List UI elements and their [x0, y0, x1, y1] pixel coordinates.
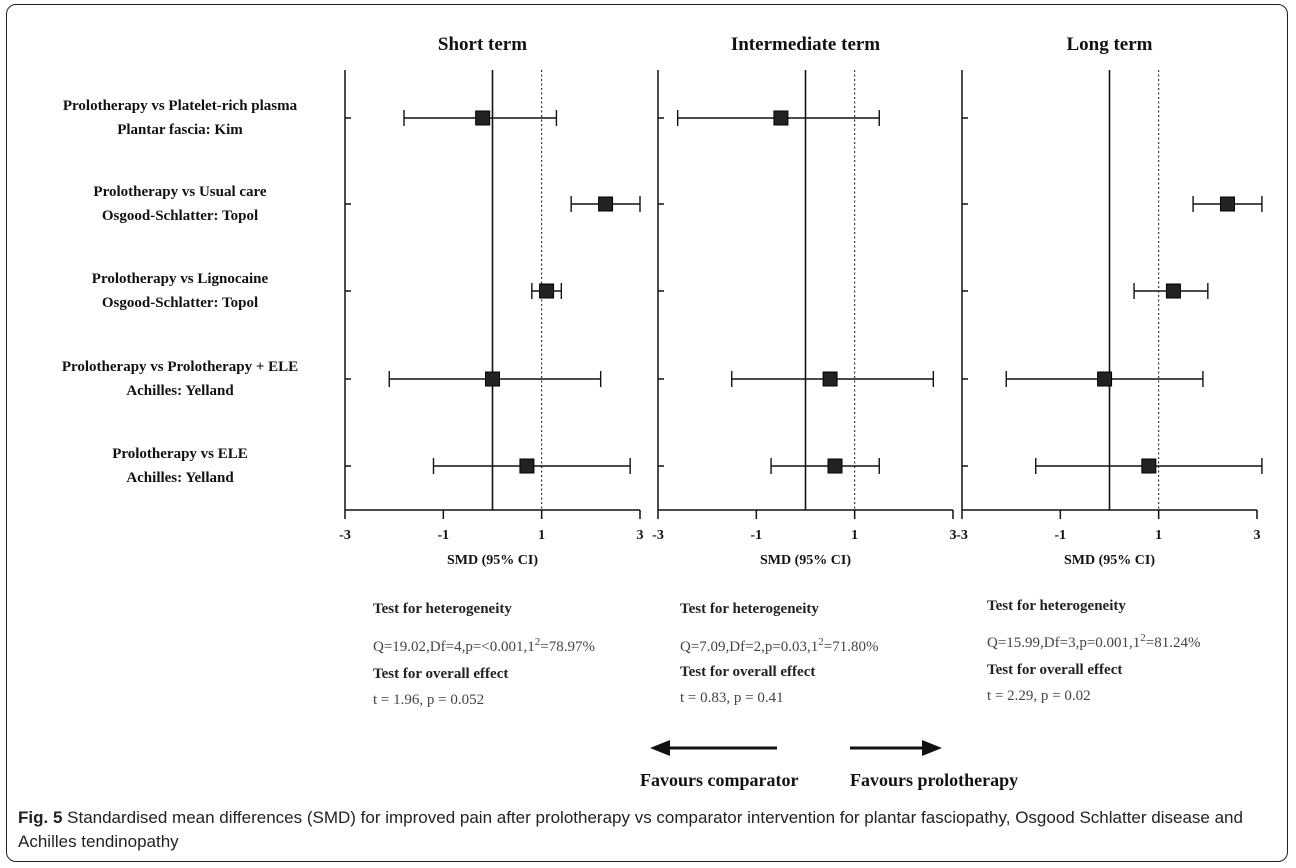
study-comparison-label: Prolotherapy vs ELE	[112, 446, 248, 462]
panel-title: Long term	[1066, 34, 1152, 55]
panel-0: Short term -3 -1 1 3 SMD (95% CI)	[339, 34, 643, 568]
heterogeneity-label: Test for heterogeneity	[680, 601, 819, 617]
x-tick-label: 1	[851, 528, 858, 543]
forest-plot: Prolotherapy vs Platelet-rich plasma Plan…	[62, 34, 1263, 756]
heterogeneity-value: Q=7.09,Df=2,p=0.03,12=71.80%	[680, 636, 879, 655]
x-tick-label: 3	[1254, 528, 1261, 543]
heterogeneity-label: Test for heterogeneity	[987, 598, 1126, 614]
study-comparison-label: Prolotherapy vs Prolotherapy + ELE	[62, 359, 298, 375]
x-tick-label: 1	[1155, 528, 1162, 543]
panel-1: Intermediate term -3 -1 1 3 SMD (95% CI)	[652, 34, 956, 568]
x-tick-label: -3	[339, 528, 351, 543]
point-estimate-marker	[1220, 196, 1235, 212]
overall-effect-value: t = 1.96, p = 0.052	[373, 692, 485, 708]
x-tick-label: -1	[750, 528, 762, 543]
x-tick-label: -3	[956, 528, 968, 543]
x-tick-label: -1	[1054, 528, 1066, 543]
study-comparison-label: Prolotherapy vs Platelet-rich plasma	[63, 98, 298, 114]
panel-2: Long term -3 -1 1 3 SMD (95% CI)	[956, 34, 1263, 568]
caption-text: Standardised mean differences (SMD) for …	[18, 808, 1243, 851]
panel-title: Short term	[438, 34, 527, 55]
x-tick-label: -1	[437, 528, 449, 543]
x-axis-label: SMD (95% CI)	[1064, 553, 1155, 568]
overall-effect-label: Test for overall effect	[373, 666, 509, 682]
point-estimate-marker	[822, 371, 838, 387]
x-axis-label: SMD (95% CI)	[447, 553, 538, 568]
panel-title: Intermediate term	[731, 34, 880, 55]
point-estimate-marker	[539, 283, 555, 299]
study-site-label: Achilles: Yelland	[126, 383, 234, 399]
heterogeneity-value: Q=19.02,Df=4,p=<0.001,12=78.97%	[373, 636, 595, 655]
heterogeneity-value: Q=15.99,Df=3,p=0.001,12=81.24%	[987, 632, 1201, 651]
overall-effect-value: t = 2.29, p = 0.02	[987, 688, 1091, 704]
overall-effect-label: Test for overall effect	[987, 662, 1123, 678]
x-axis-label: SMD (95% CI)	[760, 553, 851, 568]
point-estimate-marker	[485, 371, 500, 387]
overall-effect-value: t = 0.83, p = 0.41	[680, 690, 784, 706]
favours-prolotherapy-arrowhead	[922, 740, 942, 756]
overall-effect-label: Test for overall effect	[680, 664, 816, 680]
favours-prolotherapy-label: Favours prolotherapy	[850, 770, 1019, 790]
point-estimate-marker	[827, 458, 843, 474]
point-estimate-marker	[1141, 458, 1157, 474]
point-estimate-marker	[1165, 283, 1181, 299]
figure-frame	[6, 4, 1288, 862]
favours-comparator-arrowhead	[650, 740, 670, 756]
study-site-label: Osgood-Schlatter: Topol	[102, 208, 258, 224]
figure-caption: Fig. 5 Standardised mean differences (SM…	[18, 806, 1278, 854]
point-estimate-marker	[1097, 371, 1113, 387]
point-estimate-marker	[773, 110, 789, 126]
point-estimate-marker	[475, 110, 491, 126]
x-tick-label: 1	[538, 528, 545, 543]
study-site-label: Osgood-Schlatter: Topol	[102, 295, 258, 311]
study-comparison-label: Prolotherapy vs Lignocaine	[92, 271, 269, 287]
heterogeneity-label: Test for heterogeneity	[373, 601, 512, 617]
study-site-label: Achilles: Yelland	[126, 470, 234, 486]
point-estimate-marker	[598, 196, 614, 212]
study-comparison-label: Prolotherapy vs Usual care	[93, 184, 267, 200]
x-tick-label: 3	[950, 528, 957, 543]
x-tick-label: -3	[652, 528, 664, 543]
study-site-label: Plantar fascia: Kim	[117, 122, 243, 138]
point-estimate-marker	[519, 458, 535, 474]
x-tick-label: 3	[637, 528, 644, 543]
favours-comparator-label: Favours comparator	[640, 770, 799, 790]
caption-label: Fig. 5	[18, 808, 63, 827]
